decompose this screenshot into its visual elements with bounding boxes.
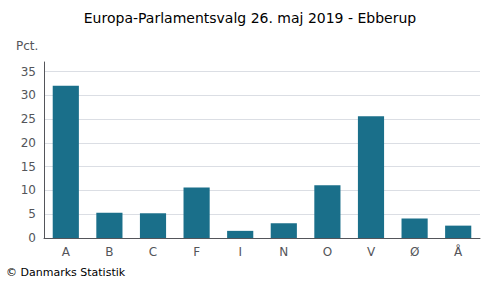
svg-text:F: F [193,245,200,259]
svg-text:Ø: Ø [410,245,419,259]
svg-text:N: N [279,245,288,259]
svg-text:25: 25 [21,112,36,126]
svg-text:10: 10 [21,183,36,197]
svg-text:B: B [105,245,113,259]
svg-text:C: C [149,245,157,259]
svg-text:Å: Å [454,244,463,259]
svg-text:30: 30 [21,88,36,102]
svg-text:Europa-Parlamentsvalg 26. maj: Europa-Parlamentsvalg 26. maj 2019 - Ebb… [84,10,417,26]
svg-text:35: 35 [21,65,36,79]
svg-text:© Danmarks Statistik: © Danmarks Statistik [6,266,126,279]
svg-text:O: O [323,245,332,259]
svg-text:V: V [367,245,376,259]
svg-text:Pct.: Pct. [16,39,38,53]
svg-text:20: 20 [21,136,36,150]
svg-text:0: 0 [28,231,36,245]
svg-text:5: 5 [28,207,36,221]
svg-text:A: A [62,245,71,259]
svg-text:I: I [238,245,242,259]
svg-text:15: 15 [21,160,36,174]
